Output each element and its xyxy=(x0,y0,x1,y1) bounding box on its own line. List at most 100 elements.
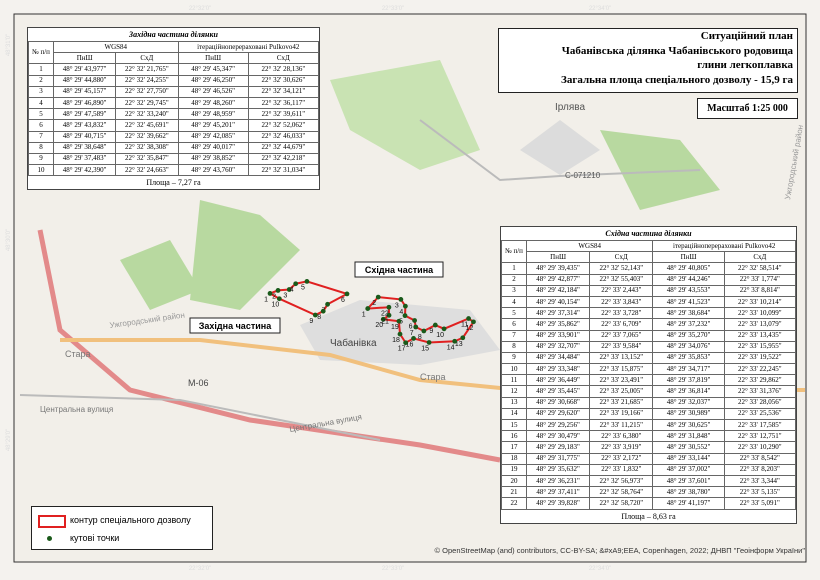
table-cell: 22° 33' 15,955" xyxy=(723,340,797,353)
table-cell: 22° 33' 8,203" xyxy=(723,463,797,476)
table-cell: 48° 29' 46,250" xyxy=(177,74,249,87)
table-cell: 22° 32' 58,720" xyxy=(589,497,654,510)
frame-label: 22°32'0" xyxy=(189,566,211,572)
point-number: 22 xyxy=(381,310,389,317)
table-cell: 48° 29' 38,648" xyxy=(52,141,117,154)
table-row: 20 48° 29' 36,231" 22° 32' 56,973" 48° 29' … xyxy=(501,474,797,488)
frame-label: 48°30'0" xyxy=(6,229,12,251)
table-cell: 48° 29' 37,483" xyxy=(52,152,117,166)
header-row: № п/п WGS84 ітераційноперераховані Pulkovo… xyxy=(28,40,319,65)
corner-point xyxy=(344,291,350,297)
header-cell: ПнШ xyxy=(177,52,249,65)
table-cell: 48° 29' 37,411" xyxy=(525,486,591,499)
table-cell: 48° 29' 45,201" xyxy=(177,119,249,132)
table-cell: 6 xyxy=(501,318,527,331)
table-cell: 48° 29' 35,853" xyxy=(652,351,725,365)
table-title: Західна частина ділянки xyxy=(129,30,218,39)
point-number: 17 xyxy=(398,346,406,353)
corner-point xyxy=(386,304,392,310)
table-cell: 48° 29' 48,260" xyxy=(177,96,249,110)
table-cell: 22° 33' 15,875" xyxy=(589,363,654,376)
table-cell: 18 xyxy=(501,452,527,465)
point-number: 21 xyxy=(381,318,389,325)
river-label: Стара xyxy=(65,349,91,359)
table-cell: 5 xyxy=(28,108,54,121)
table-row: 8 48° 29' 32,707" 22° 33' 9,584" 48° 29' 34… xyxy=(501,340,797,353)
table-cell: 22° 32' 28,136" xyxy=(247,63,320,76)
table-cell: 20 xyxy=(501,474,527,488)
table-cell: 22° 32' 39,611" xyxy=(247,108,320,121)
legend-outline-swatch xyxy=(38,515,66,528)
table-cell: 22° 33' 9,584" xyxy=(589,340,654,353)
table-cell: 22° 32' 31,034" xyxy=(247,164,320,177)
frame-label: 22°34'0" xyxy=(589,566,611,572)
point-number: 5 xyxy=(301,284,305,291)
frame-label: 48°29'0" xyxy=(6,429,12,451)
corner-point xyxy=(421,328,427,334)
street-label: Центральна вулиця xyxy=(40,405,113,414)
table-cell: 22° 32' 46,033" xyxy=(247,130,320,143)
corner-point xyxy=(441,326,447,332)
table-row: 4 48° 29' 46,890" 22° 32' 29,745" 48° 29' 4… xyxy=(28,96,320,110)
table-cell: 48° 29' 46,526" xyxy=(177,85,249,98)
table-cell: 48° 29' 30,479" xyxy=(525,430,591,443)
table-row: 14 48° 29' 29,620" 22° 33' 19,166" 48° 29' … xyxy=(501,407,797,421)
point-number: 9 xyxy=(309,318,313,325)
point-number: 7 xyxy=(410,330,414,337)
table-cell: 15 xyxy=(501,418,527,432)
point-number: 14 xyxy=(447,344,455,351)
table-cell: 16 xyxy=(501,430,527,443)
road-label: С-071210 xyxy=(565,171,601,180)
table-row: 9 48° 29' 34,484" 22° 33' 13,152" 48° 29' 3… xyxy=(501,351,797,365)
table-cell: 48° 29' 35,632" xyxy=(525,463,591,476)
table-cell: 48° 29' 45,347" xyxy=(177,63,249,76)
table-cell: 22° 33' 5,135" xyxy=(723,486,797,499)
corner-point xyxy=(276,296,282,302)
meadow xyxy=(330,60,480,170)
table-cell: 48° 29' 45,157" xyxy=(52,85,117,98)
table-row: 5 48° 29' 47,589" 22° 32' 33,240" 48° 29' 4… xyxy=(28,108,320,121)
table-cell: 22° 33' 3,919" xyxy=(589,441,654,454)
table-row: 10 48° 29' 42,390" 22° 32' 24,663" 48° 29' … xyxy=(28,164,320,177)
table-cell: 22° 32' 21,765" xyxy=(115,63,179,76)
header-row: № п/п WGS84 ітераційноперераховані Pulkovo… xyxy=(501,239,796,264)
table-cell: 48° 29' 43,977" xyxy=(52,63,117,76)
table-cell: 22° 33' 13,079" xyxy=(723,318,797,331)
label-box xyxy=(189,317,281,334)
point-number: 10 xyxy=(436,332,444,339)
table-row: 1 48° 29' 39,435" 22° 32' 52,143" 48° 29' 4… xyxy=(501,262,797,275)
header-cell: СхД xyxy=(247,52,320,65)
table-cell: 2 xyxy=(501,273,527,286)
coordinate-table: Східна частина ділянки № п/п WGS84 ітерацій… xyxy=(500,226,797,524)
table-cell: 48° 29' 40,715" xyxy=(52,130,117,143)
table-row: 5 48° 29' 37,314" 22° 33' 3,728" 48° 29' 38… xyxy=(501,307,797,320)
table-cell: 4 xyxy=(501,295,527,309)
table-row: 2 48° 29' 44,880" 22° 32' 24,255" 48° 29' 4… xyxy=(28,74,320,87)
table-cell: 48° 29' 46,890" xyxy=(52,96,117,110)
header-cell: № п/п xyxy=(28,40,54,65)
table-cell: 21 xyxy=(501,486,527,499)
table-row: 4 48° 29' 40,154" 22° 33' 3,843" 48° 29' 41… xyxy=(501,295,797,309)
coordinate-table: Західна частина ділянки № п/п WGS84 ітераці… xyxy=(27,27,320,191)
point-number: 4 xyxy=(290,287,294,294)
place-label: Ірлява xyxy=(555,102,585,113)
area-note: Площа – 8,63 га xyxy=(621,511,676,521)
table-cell: 7 xyxy=(501,329,527,342)
table-cell: 48° 29' 41,523" xyxy=(652,295,725,309)
table-row: 22 48° 29' 39,828" 22° 32' 58,720" 48° 29' … xyxy=(501,497,797,510)
frame-label: 48°31'0" xyxy=(6,34,12,56)
forest xyxy=(120,240,200,310)
header-cell: WGS84 xyxy=(53,40,179,54)
legend-label: кутові точки xyxy=(70,533,120,543)
table-cell: 22° 32' 52,062" xyxy=(247,119,320,132)
table-cell: 1 xyxy=(28,63,54,76)
table-cell: 22° 33' 29,862" xyxy=(723,374,797,387)
scale: Масштаб 1:25 000 xyxy=(697,98,798,119)
point-number: 1 xyxy=(362,312,366,319)
table-title: Східна частина ділянки xyxy=(605,229,692,238)
corner-point xyxy=(267,291,273,296)
table-cell: 48° 29' 42,877" xyxy=(525,273,591,286)
table-cell: 22° 32' 30,626" xyxy=(247,74,320,87)
point-number: 15 xyxy=(421,345,429,352)
